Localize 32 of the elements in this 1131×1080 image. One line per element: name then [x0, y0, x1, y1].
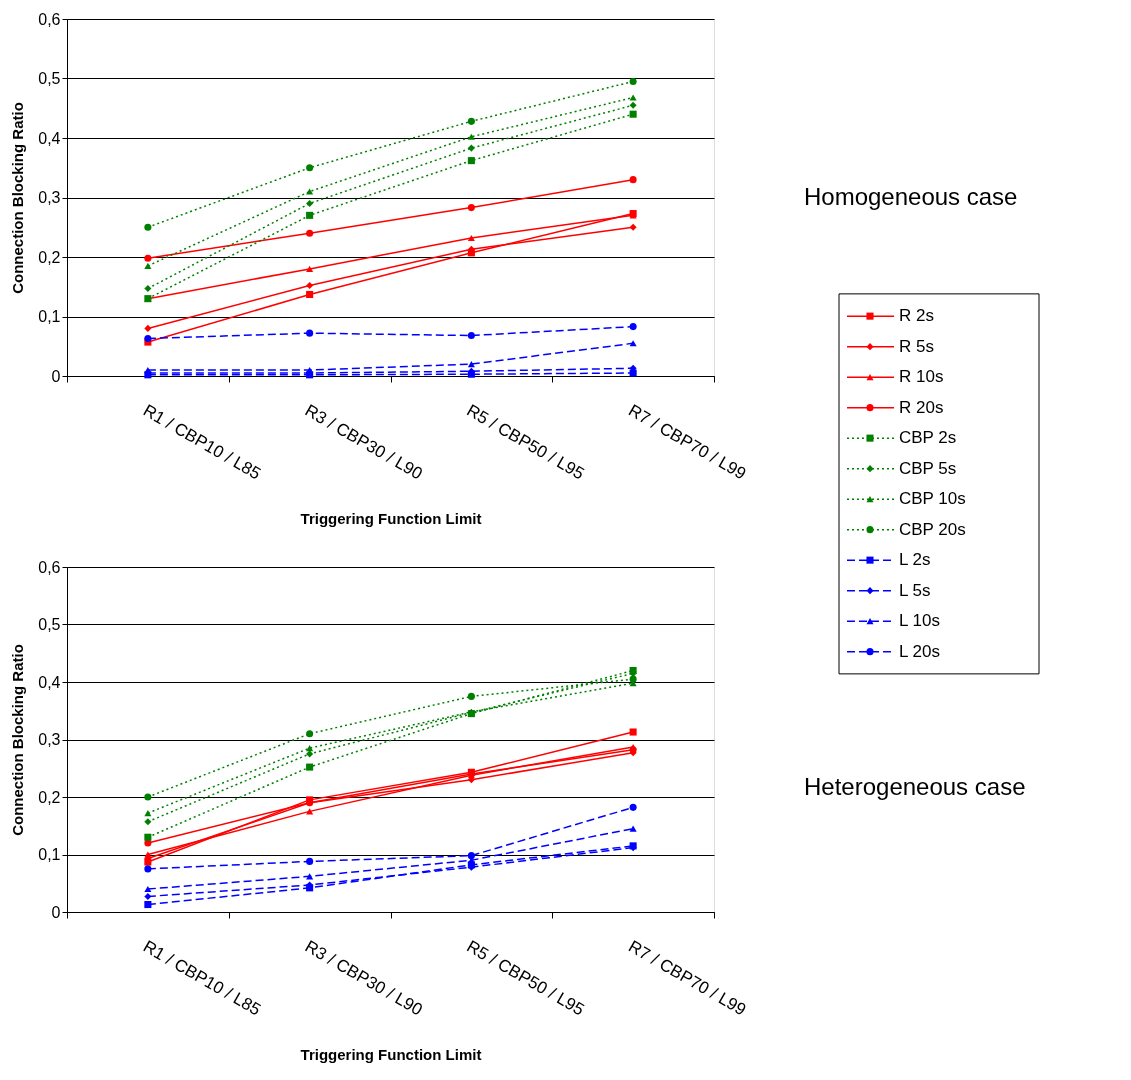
legend-label: R 20s — [899, 397, 944, 417]
legend-label: R 10s — [899, 367, 944, 387]
x-axis-title: Triggering Function Limit — [300, 1045, 482, 1063]
legend-label: R 2s — [899, 306, 934, 326]
x-axis-title: Triggering Function Limit — [300, 509, 482, 527]
y-tick-label: 0,6 — [38, 558, 61, 576]
legend-label: L 20s — [899, 641, 940, 661]
legend-label: CBP 2s — [899, 428, 957, 448]
y-tick-label: 0,3 — [38, 731, 61, 748]
y-tick-label: 0,2 — [38, 788, 61, 806]
y-tick-label: 0,5 — [38, 616, 61, 633]
text: Heterogeneous case — [804, 772, 1026, 800]
y-tick-label: 0,4 — [38, 129, 61, 147]
y-tick-label: 0 — [51, 367, 61, 385]
legend-label: L 2s — [899, 550, 931, 570]
y-tick-label: 0,1 — [38, 846, 61, 863]
y-tick-label: 0,2 — [38, 248, 61, 266]
y-tick-label: 0,4 — [38, 673, 61, 691]
y-tick-label: 0,6 — [38, 10, 61, 28]
y-tick-label: 0,3 — [38, 189, 61, 206]
y-tick-label: 0,5 — [38, 70, 61, 87]
legend-label: L 10s — [899, 611, 940, 631]
legend-label: CBP 10s — [899, 489, 966, 509]
text: Homogeneous case — [804, 182, 1018, 210]
y-axis-title: Connection Blocking Ratio — [9, 102, 27, 294]
legend-label: L 5s — [899, 580, 931, 600]
y-axis-title: Connection Blocking Ratio — [9, 644, 27, 836]
y-tick-label: 0 — [51, 903, 61, 921]
legend-label: CBP 20s — [899, 519, 966, 539]
legend-label: R 5s — [899, 336, 934, 356]
legend-label: CBP 5s — [899, 458, 957, 478]
y-tick-label: 0,1 — [38, 308, 61, 325]
